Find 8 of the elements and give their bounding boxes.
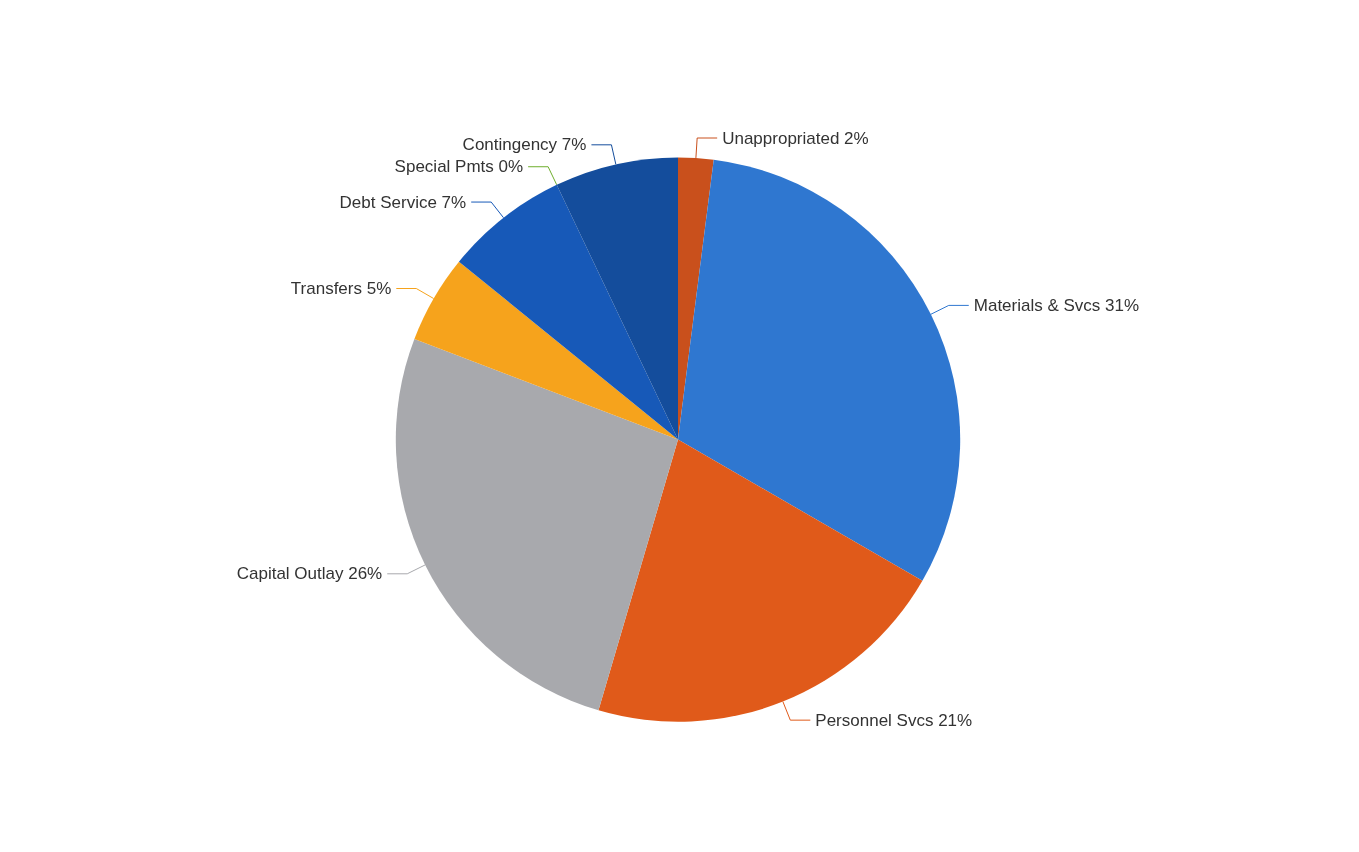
- slice-label: Contingency 7%: [462, 135, 587, 155]
- slice-label: Materials & Svcs 31%: [973, 295, 1140, 315]
- slice-label: Capital Outlay 26%: [236, 564, 383, 584]
- legend-label: Special Pmts 0%: [394, 157, 524, 177]
- slice-label: Transfers 5%: [290, 279, 392, 298]
- slice-label: Personnel Svcs 21%: [815, 710, 973, 730]
- slice-label: Debt Service 7%: [339, 192, 467, 212]
- slice-label: Unappropriated 2%: [722, 128, 869, 148]
